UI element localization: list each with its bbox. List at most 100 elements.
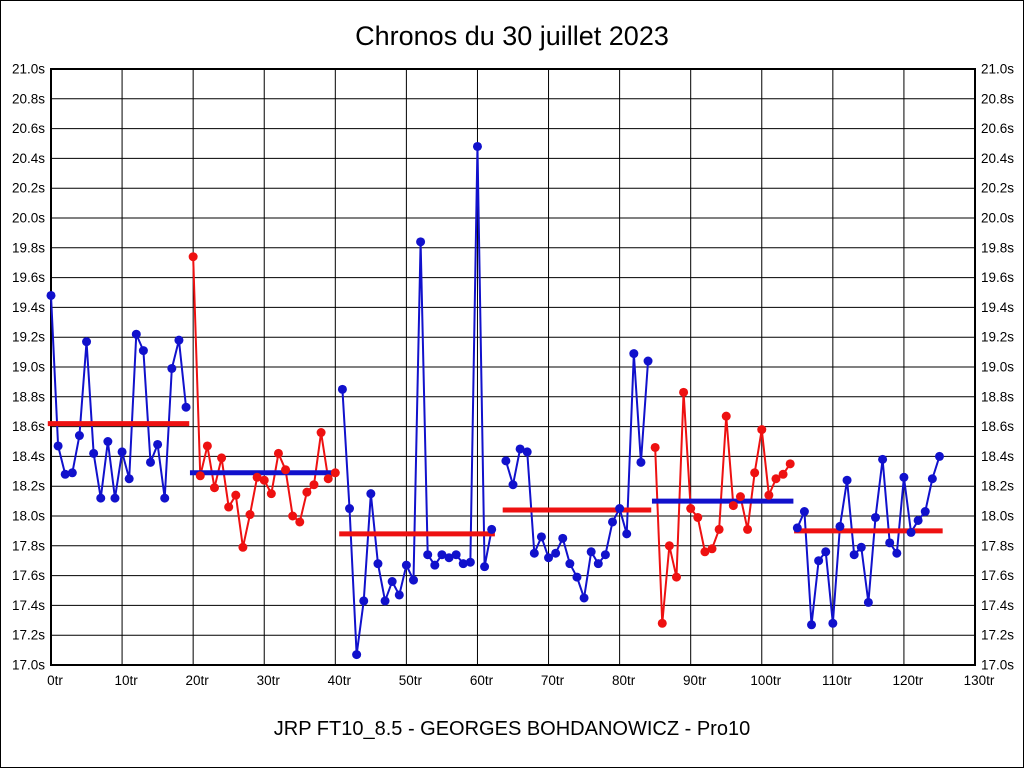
lap-point — [103, 437, 113, 446]
lap-point — [231, 490, 241, 500]
lap-point — [423, 550, 433, 560]
lap-point — [124, 474, 134, 484]
y-tick-label: 19.6s — [981, 270, 1014, 285]
lap-point — [679, 387, 689, 397]
y-tick-label: 20.6s — [12, 121, 45, 136]
y-tick-label: 18.4s — [12, 449, 45, 464]
lap-point — [707, 544, 717, 554]
lap-point — [657, 618, 667, 628]
lap-point — [821, 547, 831, 557]
lap-point — [167, 363, 177, 373]
lap-point — [664, 541, 674, 551]
x-tick-label: 30tr — [257, 673, 281, 688]
lap-point — [430, 560, 440, 570]
y-axis-labels-left: 21.0s 20.8s 20.6s 20.4s 20.2s 20.0s 19.8s 19.6s… — [12, 62, 45, 673]
lap-point — [870, 512, 880, 522]
lap-point — [927, 474, 937, 484]
lap-point — [174, 335, 184, 345]
lap-point — [209, 483, 219, 493]
lap-point — [273, 448, 283, 458]
lap-point — [82, 337, 92, 347]
lap-point — [807, 620, 817, 630]
lap-point — [529, 548, 539, 558]
y-tick-label: 18.8s — [981, 389, 1014, 404]
y-tick-label: 17.8s — [12, 538, 45, 553]
lap-point — [544, 553, 554, 563]
lap-point — [60, 469, 70, 479]
lap-point — [487, 524, 497, 534]
lap-point — [131, 329, 141, 339]
lap-point — [579, 593, 589, 603]
lap-point — [856, 542, 866, 552]
lap-point — [330, 468, 340, 478]
lap-point — [501, 456, 511, 466]
lap-point — [814, 556, 824, 566]
lap-point — [202, 441, 212, 451]
lap-point — [366, 489, 376, 499]
lap-point — [686, 504, 696, 514]
x-tick-label: 20tr — [186, 673, 210, 688]
x-axis-labels: 0tr 10tr 20tr 30tr 40tr 50tr 60tr 70tr 80tr 90tr 1… — [47, 673, 995, 688]
lap-point — [671, 572, 681, 582]
lap-point — [302, 487, 312, 497]
lap-point — [643, 356, 653, 366]
lap-point — [743, 524, 753, 534]
lap-point — [146, 457, 156, 467]
lap-point — [899, 472, 909, 482]
y-tick-label: 18.6s — [12, 419, 45, 434]
y-tick-label: 19.2s — [12, 330, 45, 345]
y-tick-label: 20.2s — [981, 181, 1014, 196]
lap-point — [693, 512, 703, 522]
lap-point — [586, 547, 596, 557]
lap-point — [117, 447, 127, 457]
lap-point — [153, 439, 163, 449]
lap-point — [281, 465, 291, 475]
y-tick-label: 17.8s — [981, 538, 1014, 553]
lap-point — [387, 577, 397, 587]
y-tick-label: 19.4s — [981, 300, 1014, 315]
lap-point — [53, 441, 63, 451]
lap-point — [408, 575, 418, 585]
y-tick-label: 19.8s — [981, 240, 1014, 255]
segment-points-2 — [188, 252, 340, 552]
lap-point — [345, 504, 355, 514]
lap-point — [622, 529, 632, 539]
lap-point — [352, 650, 362, 660]
lap-point — [508, 480, 518, 490]
lap-point — [750, 468, 760, 478]
lap-point — [224, 502, 234, 512]
lap-point — [558, 533, 568, 543]
lap-point — [266, 489, 276, 499]
lap-point — [536, 532, 546, 542]
lap-point — [195, 471, 205, 481]
lap-point — [878, 454, 888, 464]
segment-line-5 — [654, 391, 792, 625]
lap-point — [437, 550, 447, 560]
lap-point — [110, 493, 120, 503]
y-tick-label: 17.6s — [12, 568, 45, 583]
lap-point — [728, 501, 738, 511]
y-tick-label: 19.0s — [12, 360, 45, 375]
lap-point — [934, 451, 944, 461]
x-tick-label: 120tr — [893, 673, 924, 688]
segment-points-6 — [792, 451, 944, 630]
lap-point — [885, 538, 895, 548]
lap-point — [323, 474, 333, 484]
lap-point — [700, 547, 710, 557]
lap-point — [309, 480, 319, 490]
lap-point — [785, 459, 795, 469]
y-tick-label: 19.2s — [981, 330, 1014, 345]
x-tick-label: 50tr — [399, 673, 423, 688]
lap-point — [714, 524, 724, 534]
lap-point — [451, 550, 461, 560]
y-tick-label: 17.2s — [12, 628, 45, 643]
lap-point — [401, 560, 411, 570]
segment-line-4 — [504, 352, 650, 599]
y-tick-label: 17.6s — [981, 568, 1014, 583]
lap-point — [551, 548, 561, 558]
x-tick-label: 60tr — [470, 673, 494, 688]
lap-point — [863, 597, 873, 607]
lap-point — [792, 523, 802, 533]
lap-point — [181, 402, 191, 412]
